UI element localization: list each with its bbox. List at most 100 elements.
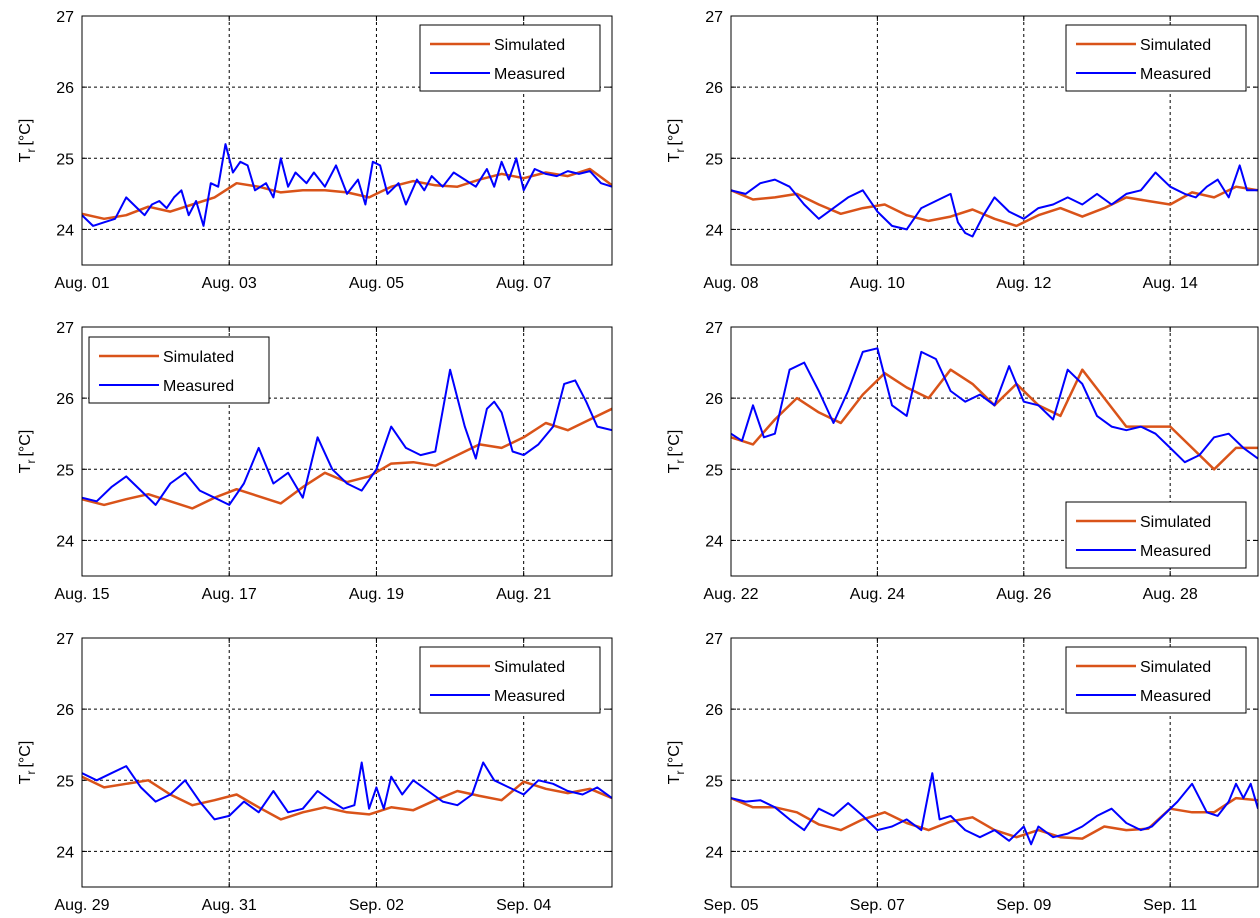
series-line-simulated (82, 407, 612, 510)
legend-box (1065, 501, 1247, 569)
y-tick-label: 24 (56, 533, 74, 550)
axes-box (81, 15, 613, 266)
x-tick-label: Aug. 22 (703, 586, 758, 603)
y-axis-label-subscript: r (673, 149, 687, 153)
y-axis-label-symbol: T (17, 774, 34, 784)
x-tick-label: Sep. 11 (1143, 897, 1197, 914)
y-tick-label: 26 (705, 391, 723, 408)
legend-box (1065, 24, 1247, 92)
y-tick-label: 27 (56, 9, 74, 26)
x-tick-label: Aug. 10 (850, 275, 905, 292)
y-axis-label-subscript: r (24, 460, 38, 464)
y-axis-label-subscript: r (673, 771, 687, 775)
x-tick-label: Aug. 24 (850, 586, 905, 603)
series-line-measured (82, 761, 612, 821)
series-line-measured (82, 368, 612, 506)
y-tick-label: 27 (705, 631, 723, 648)
axes-box (730, 326, 1259, 577)
y-axis-label-subscript: r (673, 460, 687, 464)
legend: Simulated Measured (1065, 501, 1247, 569)
legend-label-measured: Measured (494, 66, 565, 83)
x-tick-label: Aug. 26 (996, 586, 1051, 603)
legend: Simulated Measured (88, 336, 270, 404)
y-tick-label: 24 (56, 844, 74, 861)
y-axis-label-unit: [°C] (666, 430, 683, 457)
x-tick-label: Aug. 29 (54, 897, 109, 914)
y-axis-label-unit: [°C] (17, 430, 34, 457)
y-tick-label: 25 (56, 151, 74, 168)
y-axis-label: Tr [°C] (666, 430, 687, 474)
y-tick-label: 26 (705, 80, 723, 97)
y-axis-label: Tr [°C] (666, 741, 687, 785)
y-tick-label: 24 (56, 222, 74, 239)
legend-box (419, 646, 601, 714)
y-tick-label: 25 (705, 462, 723, 479)
y-axis-label: Tr [°C] (17, 741, 38, 785)
subplot-6: 24 25 26 27 Sep. 05 Sep. 07 Sep. 09 Sep. 11 Tr [°… (666, 631, 1259, 914)
y-tick-label: 27 (56, 320, 74, 337)
subplot-4: 24 25 26 27 Aug. 22 Aug. 24 Aug. 26 Aug. 28 Tr [°… (666, 320, 1259, 603)
y-axis-label-symbol: T (666, 774, 683, 784)
y-axis-label-subscript: r (24, 149, 38, 153)
axes-box (81, 637, 613, 888)
x-tick-label: Sep. 07 (850, 897, 905, 914)
legend: Simulated Measured (1065, 24, 1247, 92)
y-tick-label: 27 (56, 631, 74, 648)
y-tick-label: 24 (705, 222, 723, 239)
series-group (731, 164, 1258, 238)
x-tick-label: Aug. 07 (496, 275, 551, 292)
series-line-measured (731, 772, 1258, 846)
x-tick-label: Aug. 21 (496, 586, 551, 603)
y-tick-label: 27 (705, 9, 723, 26)
y-tick-label: 27 (705, 320, 723, 337)
series-group (731, 772, 1258, 846)
x-tick-label: Sep. 05 (703, 897, 758, 914)
axes-box (730, 15, 1259, 266)
y-tick-label: 24 (705, 533, 723, 550)
x-tick-label: Aug. 12 (996, 275, 1051, 292)
legend: Simulated Measured (1065, 646, 1247, 714)
y-axis-label-unit: [°C] (666, 119, 683, 146)
x-tick-label: Aug. 15 (54, 586, 109, 603)
y-axis-label-symbol: T (17, 152, 34, 162)
legend-label-simulated: Simulated (1140, 659, 1211, 676)
subplot-1: 24 25 26 27 Aug. 01 Aug. 03 Aug. 05 Aug. 07 Tr [°… (17, 9, 613, 292)
x-tick-label: Sep. 02 (349, 897, 404, 914)
y-axis-label-symbol: T (666, 152, 683, 162)
series-line-measured (731, 347, 1258, 464)
y-axis-label: Tr [°C] (666, 119, 687, 163)
y-axis-label-symbol: T (17, 463, 34, 473)
legend-box (88, 336, 270, 404)
series-line-simulated (731, 185, 1258, 228)
legend-label-measured: Measured (1140, 688, 1211, 705)
y-tick-label: 25 (56, 773, 74, 790)
legend-label-simulated: Simulated (163, 349, 234, 366)
subplot-5: 24 25 26 27 Aug. 29 Aug. 31 Sep. 02 Sep. 04 Tr [°… (17, 631, 613, 914)
legend-label-measured: Measured (494, 688, 565, 705)
y-tick-label: 26 (705, 702, 723, 719)
legend: Simulated Measured (419, 24, 601, 92)
axes-box (81, 326, 613, 577)
series-group (82, 761, 612, 821)
series-group (82, 368, 612, 510)
y-tick-label: 25 (705, 151, 723, 168)
y-tick-label: 26 (56, 80, 74, 97)
x-tick-label: Aug. 08 (703, 275, 758, 292)
legend-label-simulated: Simulated (1140, 37, 1211, 54)
axes-box (730, 637, 1259, 888)
x-tick-label: Aug. 17 (202, 586, 257, 603)
y-tick-label: 26 (56, 702, 74, 719)
x-tick-label: Sep. 09 (996, 897, 1051, 914)
legend-box (419, 24, 601, 92)
x-tick-label: Aug. 01 (54, 275, 109, 292)
legend-label-simulated: Simulated (494, 659, 565, 676)
y-axis-label-symbol: T (666, 463, 683, 473)
legend: Simulated Measured (419, 646, 601, 714)
series-line-measured (731, 164, 1258, 238)
y-axis-label-unit: [°C] (666, 741, 683, 768)
x-tick-label: Aug. 28 (1143, 586, 1198, 603)
y-tick-label: 25 (56, 462, 74, 479)
y-axis-label-subscript: r (24, 771, 38, 775)
series-line-measured (82, 143, 612, 227)
